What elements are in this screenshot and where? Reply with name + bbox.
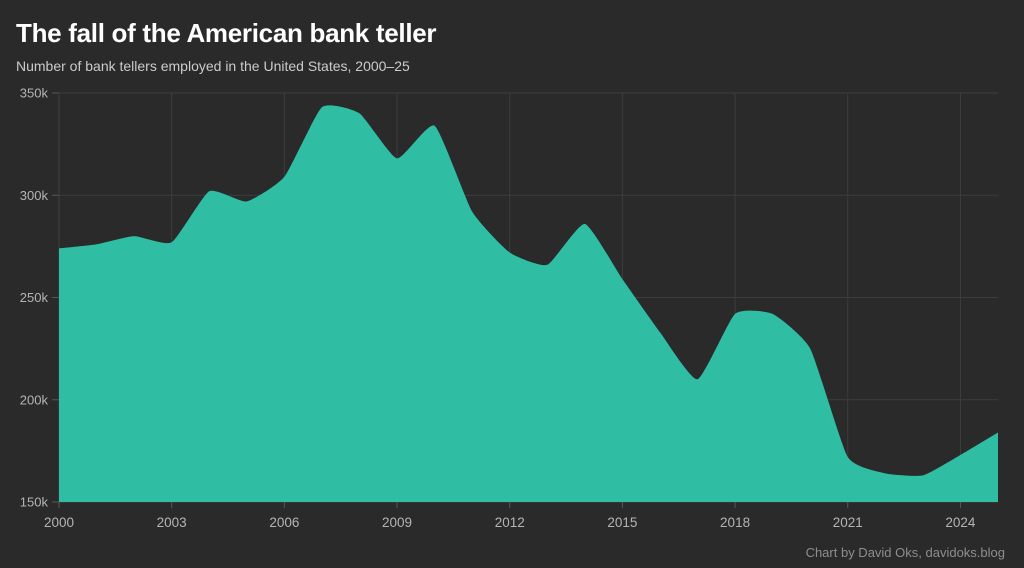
x-tick-label-2012: 2012 bbox=[495, 515, 525, 530]
y-tick-label-250k: 250k bbox=[20, 290, 49, 305]
x-tick-label-2000: 2000 bbox=[44, 515, 74, 530]
x-tick-label-2015: 2015 bbox=[607, 515, 637, 530]
x-tick-label-2024: 2024 bbox=[945, 515, 976, 530]
y-tick-label-150k: 150k bbox=[20, 495, 49, 510]
y-tick-label-350k: 350k bbox=[20, 86, 49, 101]
x-tick-label-2006: 2006 bbox=[269, 515, 299, 530]
y-tick-label-300k: 300k bbox=[20, 188, 49, 203]
chart-subtitle: Number of bank tellers employed in the U… bbox=[16, 58, 410, 74]
x-tick-label-2009: 2009 bbox=[382, 515, 412, 530]
y-tick-label-200k: 200k bbox=[20, 392, 49, 407]
chart-title: The fall of the American bank teller bbox=[16, 18, 437, 48]
chart-attribution: Chart by David Oks, davidoks.blog bbox=[805, 545, 1005, 560]
x-tick-label-2003: 2003 bbox=[157, 515, 187, 530]
x-tick-label-2018: 2018 bbox=[720, 515, 750, 530]
x-tick-label-2021: 2021 bbox=[833, 515, 863, 530]
area-series-bank-tellers bbox=[59, 105, 998, 503]
